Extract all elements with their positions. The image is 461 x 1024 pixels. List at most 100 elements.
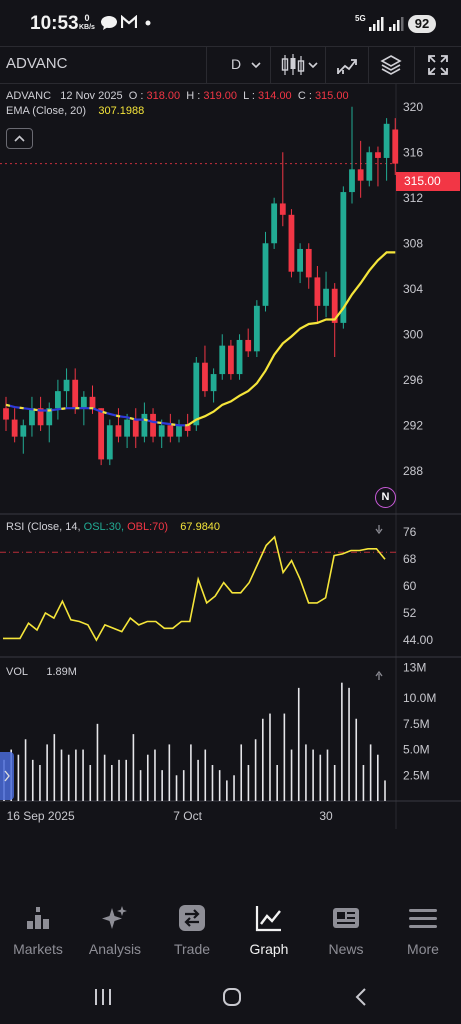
candle-body bbox=[72, 379, 79, 409]
volume-legend: VOL 1.89M bbox=[6, 666, 77, 678]
candle-body bbox=[98, 408, 105, 460]
nav-trade[interactable]: Trade bbox=[154, 892, 230, 962]
time-axis-tick: 16 Sep 2025 bbox=[7, 809, 75, 823]
candle-body bbox=[366, 152, 373, 181]
candle-body bbox=[11, 419, 18, 437]
candle-body bbox=[262, 243, 269, 306]
chat-bubble-icon bbox=[101, 16, 117, 30]
signal-strength-2-icon bbox=[389, 17, 404, 31]
time-axis-tick: 7 Oct bbox=[173, 809, 202, 823]
candle-body bbox=[20, 425, 27, 437]
legend-open-label: O : bbox=[128, 90, 144, 102]
nav-analysis-label: Analysis bbox=[88, 941, 142, 957]
toolbar-divider bbox=[414, 47, 415, 84]
candle-body bbox=[202, 362, 208, 392]
volume-value: 1.89M bbox=[46, 666, 77, 678]
price-axis-tick: 300 bbox=[403, 327, 423, 341]
nav-trade-label: Trade bbox=[173, 941, 211, 957]
home-icon[interactable] bbox=[222, 987, 242, 1007]
interval-selector[interactable]: D bbox=[231, 56, 242, 72]
candle-body bbox=[279, 203, 286, 215]
nav-news[interactable]: News bbox=[308, 892, 384, 962]
status-time: 10:53 bbox=[30, 13, 79, 34]
rsi-osl: OSL:30, bbox=[83, 521, 125, 533]
volume-axis-tick: 13M bbox=[403, 660, 426, 674]
bottom-navigation: Markets Analysis Trade Graph News bbox=[0, 892, 461, 962]
battery-level: 92 bbox=[408, 15, 436, 33]
graph-line-icon bbox=[255, 906, 281, 932]
candle-body bbox=[176, 425, 182, 437]
chevron-down-icon[interactable] bbox=[307, 60, 319, 70]
news-icon bbox=[333, 908, 359, 928]
price-axis-tick: 292 bbox=[403, 418, 423, 432]
time-axis-tick: 30 bbox=[319, 809, 333, 823]
volume-axis-tick: 2.5M bbox=[403, 768, 430, 782]
candle-type-icon[interactable] bbox=[280, 53, 306, 77]
legend-close: 315.00 bbox=[314, 90, 349, 102]
chart-canvas[interactable]: 320 316 312 308 304 300 296 292 288 76 68 60 52 44.0… bbox=[0, 84, 461, 829]
nav-analysis[interactable]: Analysis bbox=[77, 892, 153, 962]
indicators-icon[interactable] bbox=[335, 54, 359, 76]
legend-low: 314.00 bbox=[258, 90, 292, 102]
menu-icon bbox=[409, 909, 437, 928]
chevron-right-icon bbox=[4, 770, 10, 782]
fullscreen-icon[interactable] bbox=[426, 53, 450, 77]
news-event-badge[interactable]: N bbox=[375, 487, 396, 508]
candle-body bbox=[288, 214, 295, 272]
candle-body bbox=[80, 396, 87, 409]
recent-apps-icon[interactable] bbox=[93, 988, 113, 1006]
candle-body bbox=[392, 129, 399, 164]
price-axis-tick: 296 bbox=[403, 373, 423, 387]
candle-body bbox=[158, 425, 165, 437]
collapse-volume-arrow-icon[interactable] bbox=[375, 670, 383, 680]
rsi-legend: RSI (Close, 14, OSL:30, OBL:70) 67.9840 bbox=[6, 521, 220, 533]
candle-body bbox=[357, 169, 364, 181]
ema-line bbox=[187, 251, 396, 427]
legend-date: 12 Nov 2025 bbox=[60, 90, 123, 102]
candle-body bbox=[124, 419, 130, 437]
toolbar-divider bbox=[206, 47, 207, 84]
side-panel-tab[interactable] bbox=[0, 752, 14, 800]
legend-close-label: C : bbox=[297, 90, 312, 102]
rsi-axis-tick: 76 bbox=[403, 525, 417, 539]
layers-icon[interactable] bbox=[379, 53, 403, 77]
rsi-axis-tick: 60 bbox=[403, 579, 417, 593]
nav-more[interactable]: More bbox=[385, 892, 461, 962]
candle-body bbox=[167, 425, 174, 437]
candle-body bbox=[37, 408, 44, 426]
trade-swap-icon bbox=[179, 905, 205, 931]
candle-body bbox=[236, 339, 243, 375]
candle-body bbox=[210, 374, 217, 392]
status-bar: 10:53 0 KB/s 5G 92 bbox=[0, 0, 461, 46]
analysis-sparkle-icon bbox=[102, 906, 127, 929]
symbol-selector[interactable]: ADVANC bbox=[6, 55, 68, 72]
nav-markets[interactable]: Markets bbox=[0, 892, 76, 962]
chevron-down-icon[interactable] bbox=[250, 60, 262, 70]
network-type: 5G bbox=[355, 14, 366, 23]
candle-body bbox=[383, 123, 390, 158]
candle-body bbox=[132, 419, 139, 437]
nav-graph[interactable]: Graph bbox=[231, 892, 307, 962]
volume-axis-tick: 7.5M bbox=[403, 717, 430, 731]
signal-strength-icon bbox=[369, 17, 384, 31]
toolbar-divider bbox=[325, 47, 326, 84]
candle-body bbox=[323, 288, 329, 306]
legend-low-label: L : bbox=[243, 90, 255, 102]
notification-dot-icon bbox=[145, 20, 151, 26]
back-icon[interactable] bbox=[354, 987, 368, 1007]
collapse-legend-button[interactable] bbox=[6, 128, 33, 149]
candle-body bbox=[331, 288, 338, 323]
toolbar-divider bbox=[270, 47, 271, 84]
collapse-rsi-arrow-icon[interactable] bbox=[375, 525, 383, 535]
candle-body bbox=[3, 408, 9, 420]
network-speed: 0 KB/s bbox=[79, 14, 95, 32]
candle-body bbox=[63, 379, 70, 392]
legend-open: 318.00 bbox=[146, 90, 181, 102]
system-navigation-bar bbox=[0, 962, 461, 1024]
legend-high-label: H : bbox=[186, 90, 201, 102]
price-axis-tick: 320 bbox=[403, 100, 423, 114]
rsi-axis-tick: 44.00 bbox=[403, 633, 433, 647]
last-price-badge: 315.00 bbox=[396, 172, 460, 191]
nav-graph-label: Graph bbox=[249, 941, 289, 957]
candle-body bbox=[89, 396, 96, 409]
